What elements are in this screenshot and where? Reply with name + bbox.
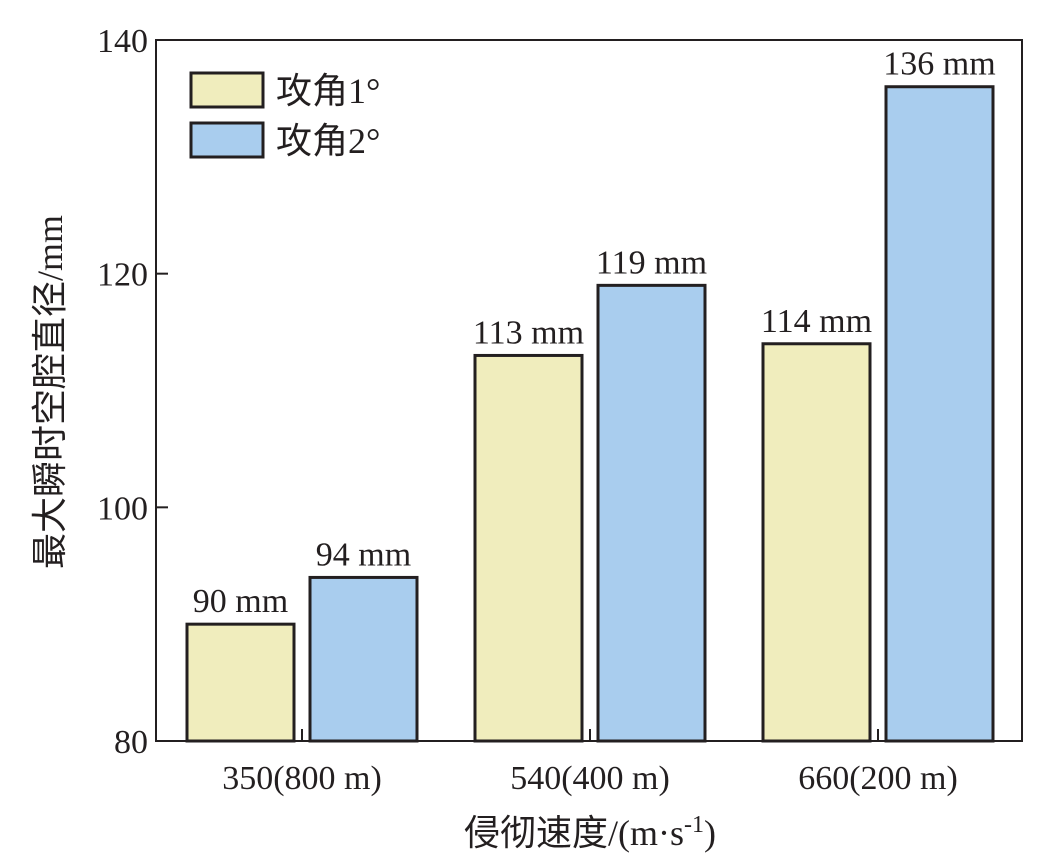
- legend-swatch: [189, 121, 265, 159]
- x-tick-label: 350(800 m): [222, 760, 382, 797]
- y-tick-label: 80: [114, 724, 148, 761]
- legend-label: 攻角2°: [276, 121, 380, 161]
- x-axis-title: 侵彻速度/(m·s-1): [464, 812, 716, 853]
- bar-value-label: 113 mm: [473, 314, 584, 351]
- bar-series: 90 mm 94 mm 113 mm 119 mm 114 mm 136 mm: [185, 46, 996, 743]
- legend-swatch: [189, 71, 265, 109]
- x-axis: 350(800 m) 540(400 m) 660(200 m): [222, 729, 958, 797]
- bar: [185, 622, 296, 743]
- x-axis-title-main: 侵彻速度/(m·s: [464, 813, 684, 853]
- legend: 攻角1° 攻角2°: [189, 71, 380, 161]
- bar: [596, 283, 707, 743]
- y-tick-label: 140: [97, 23, 148, 60]
- bar: [884, 85, 995, 743]
- bar: [308, 575, 419, 743]
- bar-value-label: 114 mm: [761, 303, 872, 340]
- bar-value-label: 94 mm: [316, 536, 411, 573]
- y-tick-label: 100: [97, 490, 148, 527]
- x-axis-title-close: ): [704, 813, 716, 853]
- bar-value-label: 136 mm: [883, 46, 995, 83]
- x-tick-label: 660(200 m): [798, 760, 958, 797]
- bar-value-label: 90 mm: [193, 583, 288, 620]
- bar-value-label: 119 mm: [596, 244, 707, 281]
- y-axis: 80 100 120 140: [97, 23, 168, 761]
- bar: [761, 342, 872, 743]
- bar: [473, 353, 584, 743]
- y-tick-label: 120: [97, 257, 148, 294]
- legend-label: 攻角1°: [276, 71, 380, 111]
- y-axis-title: 最大瞬时空腔直径/mm: [30, 215, 70, 569]
- x-axis-title-exponent: -1: [684, 812, 704, 838]
- x-tick-label: 540(400 m): [510, 760, 670, 797]
